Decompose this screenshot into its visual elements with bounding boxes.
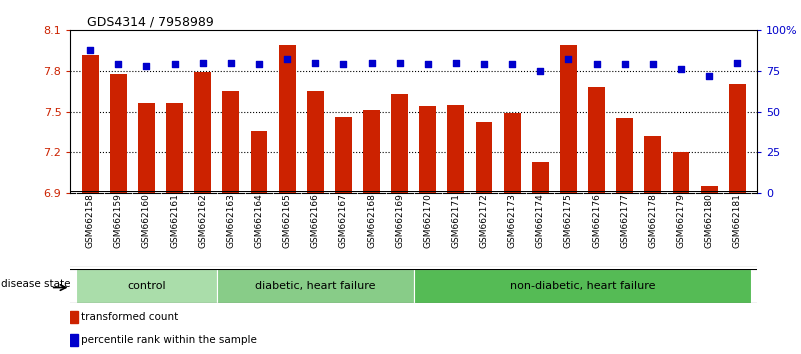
- Bar: [335, 117, 352, 193]
- Text: GSM662173: GSM662173: [508, 193, 517, 248]
- Text: non-diabetic, heart failure: non-diabetic, heart failure: [509, 281, 655, 291]
- Bar: [476, 122, 493, 193]
- Bar: [673, 152, 690, 193]
- Text: GSM662172: GSM662172: [480, 193, 489, 248]
- Point: [477, 62, 490, 67]
- Point: [618, 62, 631, 67]
- Bar: [138, 103, 155, 193]
- Bar: [217, 269, 413, 303]
- Text: GSM662164: GSM662164: [255, 193, 264, 248]
- Bar: [391, 94, 408, 193]
- Text: GSM662178: GSM662178: [648, 193, 658, 248]
- Text: GSM662181: GSM662181: [733, 193, 742, 248]
- Bar: [616, 118, 633, 193]
- Bar: [504, 113, 521, 193]
- Text: GSM662160: GSM662160: [142, 193, 151, 248]
- Text: GSM662166: GSM662166: [311, 193, 320, 248]
- Point: [590, 62, 603, 67]
- Bar: [701, 186, 718, 193]
- Point: [337, 62, 350, 67]
- Text: GSM662177: GSM662177: [620, 193, 630, 248]
- Point: [168, 62, 181, 67]
- Bar: [532, 162, 549, 193]
- Bar: [166, 103, 183, 193]
- Text: transformed count: transformed count: [82, 312, 179, 322]
- Bar: [645, 136, 662, 193]
- Point: [252, 62, 265, 67]
- Text: diabetic, heart failure: diabetic, heart failure: [255, 281, 376, 291]
- Text: disease state: disease state: [2, 279, 71, 289]
- Bar: [363, 110, 380, 193]
- Point: [280, 57, 293, 62]
- Bar: [413, 269, 751, 303]
- Point: [365, 60, 378, 65]
- Text: GSM662159: GSM662159: [114, 193, 123, 248]
- Bar: [279, 45, 296, 193]
- Bar: [729, 84, 746, 193]
- Bar: [76, 269, 217, 303]
- Text: GSM662165: GSM662165: [283, 193, 292, 248]
- Point: [674, 66, 687, 72]
- Point: [196, 60, 209, 65]
- Text: GDS4314 / 7958989: GDS4314 / 7958989: [87, 16, 213, 29]
- Point: [534, 68, 547, 74]
- Bar: [251, 131, 268, 193]
- Point: [449, 60, 462, 65]
- Text: GSM662174: GSM662174: [536, 193, 545, 248]
- Bar: [82, 55, 99, 193]
- Bar: [448, 105, 465, 193]
- Bar: [588, 87, 605, 193]
- Text: GSM662161: GSM662161: [170, 193, 179, 248]
- Text: GSM662180: GSM662180: [705, 193, 714, 248]
- Point: [505, 62, 518, 67]
- Point: [562, 57, 575, 62]
- Point: [393, 60, 406, 65]
- Point: [421, 62, 434, 67]
- Text: GSM662167: GSM662167: [339, 193, 348, 248]
- Text: GSM662163: GSM662163: [227, 193, 235, 248]
- Text: GSM662176: GSM662176: [592, 193, 601, 248]
- Point: [309, 60, 322, 65]
- Point: [646, 62, 659, 67]
- Bar: [70, 334, 78, 346]
- Bar: [70, 312, 78, 323]
- Point: [84, 47, 97, 52]
- Text: GSM662158: GSM662158: [86, 193, 95, 248]
- Bar: [110, 74, 127, 193]
- Text: GSM662175: GSM662175: [564, 193, 573, 248]
- Text: GSM662162: GSM662162: [198, 193, 207, 248]
- Point: [702, 73, 715, 79]
- Bar: [195, 72, 211, 193]
- Point: [224, 60, 237, 65]
- Text: GSM662168: GSM662168: [367, 193, 376, 248]
- Bar: [420, 106, 437, 193]
- Text: control: control: [127, 281, 166, 291]
- Bar: [307, 91, 324, 193]
- Text: GSM662169: GSM662169: [395, 193, 405, 248]
- Text: GSM662170: GSM662170: [423, 193, 433, 248]
- Bar: [223, 91, 239, 193]
- Point: [140, 63, 153, 69]
- Text: GSM662171: GSM662171: [452, 193, 461, 248]
- Point: [731, 60, 743, 65]
- Point: [112, 62, 125, 67]
- Bar: [560, 45, 577, 193]
- Text: percentile rank within the sample: percentile rank within the sample: [82, 335, 257, 346]
- Text: GSM662179: GSM662179: [677, 193, 686, 248]
